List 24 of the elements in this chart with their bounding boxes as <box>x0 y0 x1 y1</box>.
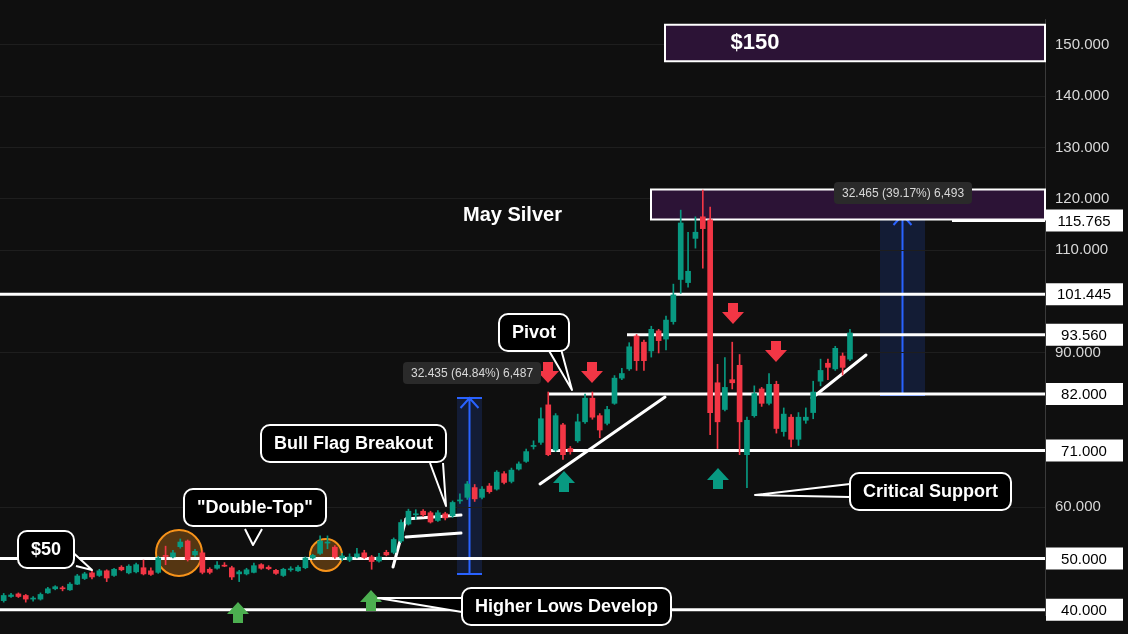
annotation: Bull Flag Breakout <box>260 424 448 463</box>
y-tick-label: 130.000 <box>1055 137 1110 155</box>
annotation: $50 <box>17 530 76 569</box>
ref-line-label: 93.560 <box>1061 325 1107 343</box>
annotation: "Double-Top" <box>183 488 327 527</box>
annotation: 32.465 (39.17%) 6,493 <box>834 182 973 204</box>
band-label: $150 <box>730 28 780 54</box>
annotation: Higher Lows Develop <box>461 587 673 626</box>
y-tick-label: 110.000 <box>1055 240 1109 258</box>
y-tick-label: 90.000 <box>1055 343 1101 361</box>
ref-line-label: 82.000 <box>1061 385 1107 403</box>
ref-line-label: 40.000 <box>1061 601 1107 618</box>
y-tick-label: 150.000 <box>1055 34 1110 52</box>
ref-line-label: 101.445 <box>1056 285 1112 303</box>
annotation: May Silver <box>463 203 562 226</box>
ref-line-label: 50.000 <box>1061 549 1107 567</box>
y-tick-label: 60.000 <box>1055 497 1101 515</box>
annotation: Critical Support <box>849 472 1013 511</box>
y-tick-label: 120.000 <box>1055 188 1110 206</box>
y-tick-label: 140.000 <box>1055 86 1110 104</box>
ref-line-label: 71.000 <box>1061 441 1107 459</box>
annotation: 32.435 (64.84%) 6,487 <box>403 362 542 384</box>
ref-line-label: 115.765 <box>1057 211 1111 229</box>
annotation: Pivot <box>498 313 571 352</box>
